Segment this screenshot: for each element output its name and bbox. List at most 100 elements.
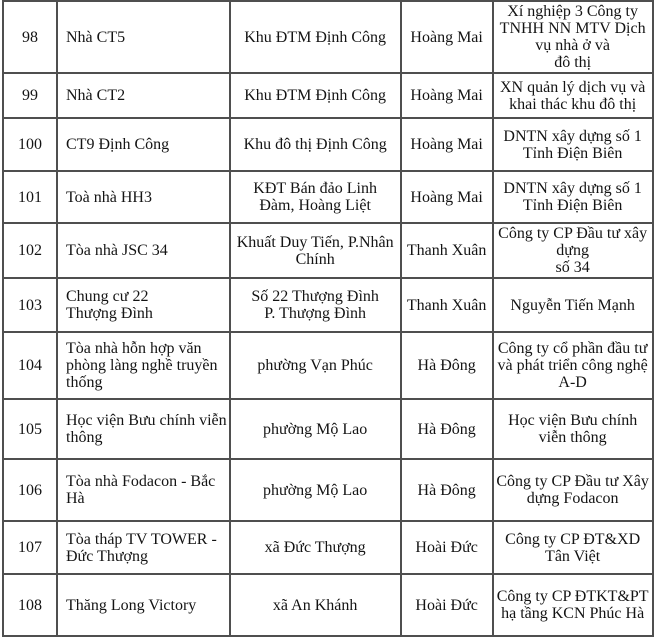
- cell-line: Hoàng Mai: [410, 28, 483, 46]
- cell-no: 107: [4, 522, 58, 575]
- cell-line: số 34: [555, 259, 590, 276]
- cell-no: 98: [4, 2, 58, 74]
- cell-line: P. Thượng Đình: [264, 305, 367, 322]
- cell-name: Nhà CT5: [58, 2, 231, 74]
- cell-line: Công ty CP ĐTKT&PT: [496, 588, 649, 605]
- cell-name: Học viện Bưu chính viễn thông: [58, 400, 231, 460]
- cell-line: Khu ĐTM Định Công: [244, 28, 387, 46]
- cell-no: 100: [4, 119, 58, 172]
- cell-line: TNHH NN MTV Dịch: [499, 20, 646, 37]
- cell-line: xã An Khánh: [272, 596, 358, 614]
- cell-district: Hoàng Mai: [401, 2, 494, 74]
- cell-line: Học viện Bưu chính viễn: [66, 412, 227, 429]
- cell-line: Hà Đông: [417, 481, 476, 499]
- cell-line: Công ty cổ phần đầu tư: [497, 340, 648, 357]
- cell-line: DNTN xây dựng số 1: [503, 127, 642, 145]
- cell-district: Hà Đông: [401, 400, 494, 460]
- cell-line: 104: [18, 357, 42, 374]
- cell-line: Tòa tháp TV TOWER -: [66, 530, 217, 548]
- table-row: 99 Nhà CT2 Khu ĐTM Định Công Hoàng Mai XN qu…: [4, 74, 654, 119]
- cell-address: Khu ĐTM Định Công: [230, 74, 402, 119]
- cell-line: thông: [66, 429, 103, 446]
- cell-name: Tòa nhà Fodacon - Bắc Hà: [58, 460, 231, 522]
- cell-address: KĐT Bán đảo Linh Đàm, Hoàng Liệt: [230, 172, 402, 224]
- cell-owner: Công ty CP ĐTKT&PT hạ tầng KCN Phúc Hà: [493, 575, 654, 637]
- cell-district: Hoài Đức: [401, 575, 494, 637]
- cell-line: Khu đô thị Định Công: [243, 136, 387, 153]
- cell-line: XN quản lý dịch vụ và: [499, 78, 646, 96]
- cell-district: Hoàng Mai: [401, 74, 494, 119]
- cell-address: xã An Khánh: [230, 575, 402, 637]
- table-row: 100 CT9 Định Công Khu đô thị Định Công Hoàn…: [4, 119, 654, 172]
- cell-line: 108: [18, 596, 42, 614]
- cell-district: Hoàng Mai: [401, 119, 494, 172]
- cell-no: 104: [4, 333, 58, 400]
- cell-line: 107: [18, 539, 42, 556]
- cell-line: đô thị: [554, 54, 592, 71]
- cell-line: Thanh Xuân: [406, 296, 487, 314]
- cell-no: 101: [4, 172, 58, 224]
- cell-line: Chung cư 22: [66, 288, 149, 305]
- cell-name: Tòa tháp TV TOWER - Đức Thượng: [58, 522, 231, 575]
- table-row: 106 Tòa nhà Fodacon - Bắc Hà phường Mộ Lao H…: [4, 460, 654, 522]
- cell-line: phường Vạn Phúc: [257, 357, 373, 374]
- cell-line: Công ty CP Đầu tư xây: [498, 225, 648, 242]
- cell-line: Tân Việt: [545, 547, 601, 565]
- table-row: 98 Nhà CT5 Khu ĐTM Định Công Hoàng Mai Xí ng…: [4, 2, 654, 74]
- cell-line: DNTN xây dựng số 1: [503, 180, 642, 197]
- cell-line: Khuất Duy Tiến, P.Nhân: [236, 233, 394, 251]
- cell-line: vụ nhà ở và: [535, 37, 610, 54]
- cell-line: 98: [22, 28, 38, 46]
- cell-name: Tòa nhà hỗn hợp văn phòng làng nghề truyề…: [58, 333, 231, 400]
- cell-line: và phát triển công nghệ: [497, 357, 648, 374]
- cell-line: Thượng Đình: [66, 305, 153, 322]
- cell-line: Tỉnh Điện Biên: [522, 197, 623, 214]
- cell-district: Thanh Xuân: [401, 279, 494, 333]
- cell-name: Nhà CT2: [58, 74, 231, 119]
- cell-line: 100: [18, 136, 42, 153]
- cell-owner: DNTN xây dựng số 1 Tỉnh Điện Biên: [493, 172, 654, 224]
- cell-address: phường Mộ Lao: [230, 400, 402, 460]
- cell-line: 105: [18, 420, 42, 438]
- cell-owner: Xí nghiệp 3 Công ty TNHH NN MTV Dịch vụ nh…: [493, 2, 654, 74]
- cell-name: Chung cư 22 Thượng Đình: [58, 279, 231, 333]
- cell-line: KĐT Bán đảo Linh: [253, 180, 377, 197]
- cell-name: CT9 Định Công: [58, 119, 231, 172]
- cell-line: Hoàng Mai: [410, 188, 483, 206]
- cell-address: Số 22 Thượng Đình P. Thượng Đình: [230, 279, 402, 333]
- cell-name: Tòa nhà JSC 34: [58, 224, 231, 279]
- cell-district: Hoài Đức: [401, 522, 494, 575]
- table-row: 105 Học viện Bưu chính viễn thông phường Mộ…: [4, 400, 654, 460]
- table-row: 108 Thăng Long Victory xã An Khánh Hoài Đức…: [4, 575, 654, 637]
- table-body: 98 Nhà CT5 Khu ĐTM Định Công Hoàng Mai Xí ng…: [4, 2, 654, 637]
- cell-line: phường Mộ Lao: [263, 420, 368, 438]
- cell-address: Khuất Duy Tiến, P.Nhân Chính: [230, 224, 402, 279]
- cell-address: phường Vạn Phúc: [230, 333, 402, 400]
- cell-no: 99: [4, 74, 58, 119]
- cell-district: Hà Đông: [401, 460, 494, 522]
- cell-no: 105: [4, 400, 58, 460]
- cell-owner: Công ty CP ĐT&XD Tân Việt: [493, 522, 654, 575]
- table-row: 107 Tòa tháp TV TOWER - Đức Thượng xã Đức T…: [4, 522, 654, 575]
- cell-owner: Học viện Bưu chính viễn thông: [493, 400, 654, 460]
- cell-line: Tỉnh Điện Biên: [522, 144, 623, 162]
- cell-no: 106: [4, 460, 58, 522]
- cell-line: Đức Thượng: [66, 547, 148, 565]
- cell-line: 101: [18, 188, 42, 206]
- table-row: 101 Toà nhà HH3 KĐT Bán đảo Linh Đàm, Hoàng…: [4, 172, 654, 224]
- cell-line: 102: [18, 242, 42, 259]
- cell-address: Khu ĐTM Định Công: [230, 2, 402, 74]
- cell-address: xã Đức Thượng: [230, 522, 402, 575]
- cell-line: phòng làng nghề truyền: [66, 357, 218, 374]
- cell-line: Hà Đông: [417, 357, 476, 374]
- cell-no: 102: [4, 224, 58, 279]
- table-row: 102 Tòa nhà JSC 34 Khuất Duy Tiến, P.Nhân C…: [4, 224, 654, 279]
- cell-name: Thăng Long Victory: [58, 575, 231, 637]
- cell-address: phường Mộ Lao: [230, 460, 402, 522]
- cell-line: Toà nhà HH3: [66, 188, 152, 206]
- cell-line: 99: [22, 87, 38, 104]
- cell-line: Tòa nhà JSC 34: [66, 242, 168, 259]
- cell-district: Thanh Xuân: [401, 224, 494, 279]
- cell-owner: Nguyễn Tiến Mạnh: [493, 279, 654, 333]
